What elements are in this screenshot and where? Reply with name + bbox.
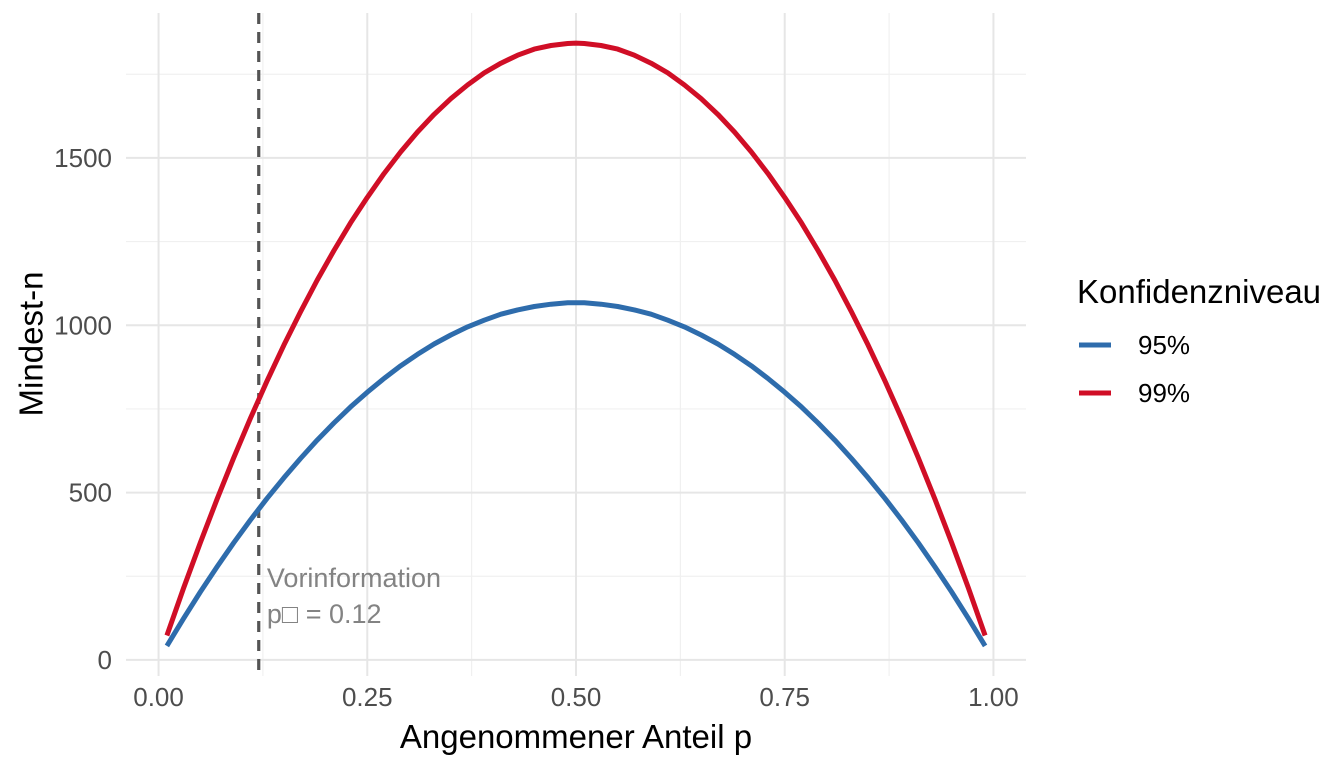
x-tick-label: 0.50 bbox=[551, 682, 602, 712]
grid-major bbox=[126, 13, 1026, 676]
annotation-line-2: p□ = 0.12 bbox=[267, 599, 382, 629]
legend: Konfidenzniveau 95% 99% bbox=[1077, 273, 1321, 408]
x-axis-title: Angenommener Anteil p bbox=[400, 718, 752, 755]
legend-title: Konfidenzniveau bbox=[1077, 273, 1321, 310]
x-axis-tick-labels: 0.00 0.25 0.50 0.75 1.00 bbox=[133, 682, 1018, 712]
y-axis-title: Mindest-n bbox=[13, 272, 50, 417]
x-tick-label: 0.75 bbox=[759, 682, 810, 712]
y-tick-label: 1500 bbox=[54, 143, 112, 173]
x-tick-label: 1.00 bbox=[968, 682, 1019, 712]
legend-label-99pct: 99% bbox=[1138, 378, 1190, 408]
y-tick-label: 500 bbox=[69, 478, 112, 508]
legend-label-95pct: 95% bbox=[1138, 330, 1190, 360]
legend-items: 95% 99% bbox=[1079, 330, 1190, 408]
annotation-line-1: Vorinformation bbox=[267, 563, 441, 593]
annotation-group: Vorinformation p□ = 0.12 bbox=[267, 563, 441, 629]
series-line-95pct bbox=[164, 300, 988, 648]
y-axis-tick-labels: 0 500 1000 1500 bbox=[54, 143, 112, 675]
y-tick-label: 0 bbox=[98, 645, 112, 675]
x-tick-label: 0.00 bbox=[133, 682, 184, 712]
y-tick-label: 1000 bbox=[54, 310, 112, 340]
x-tick-label: 0.25 bbox=[342, 682, 393, 712]
series-line-99pct bbox=[164, 40, 988, 637]
series-curves bbox=[164, 40, 988, 648]
